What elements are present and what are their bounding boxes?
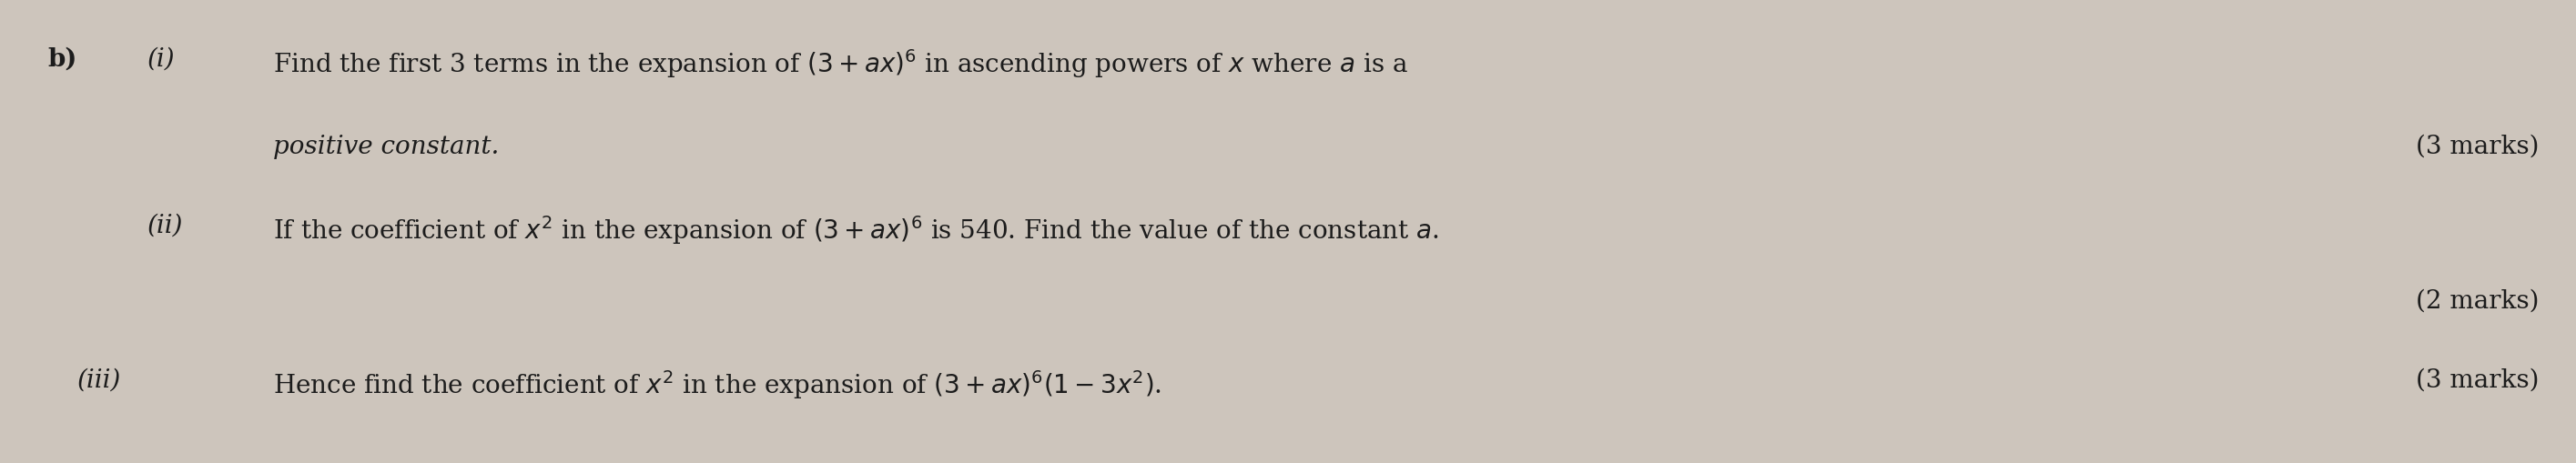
Text: (ii): (ii) xyxy=(147,214,183,238)
Text: Hence find the coefficient of $x^2$ in the expansion of $(3 + ax)^6(1 - 3x^2)$.: Hence find the coefficient of $x^2$ in t… xyxy=(273,369,1162,401)
Text: (iii): (iii) xyxy=(77,369,121,393)
Text: positive constant.: positive constant. xyxy=(273,135,500,159)
Text: (2 marks): (2 marks) xyxy=(2416,289,2540,314)
Text: If the coefficient of $x^2$ in the expansion of $(3 + ax)^6$ is 540. Find the va: If the coefficient of $x^2$ in the expan… xyxy=(273,214,1440,246)
Text: b): b) xyxy=(46,47,77,72)
Text: (i): (i) xyxy=(147,47,175,72)
Text: Find the first 3 terms in the expansion of $(3 + ax)^6$ in ascending powers of $: Find the first 3 terms in the expansion … xyxy=(273,47,1409,80)
Text: (3 marks): (3 marks) xyxy=(2416,135,2540,159)
Text: (3 marks): (3 marks) xyxy=(2416,369,2540,393)
